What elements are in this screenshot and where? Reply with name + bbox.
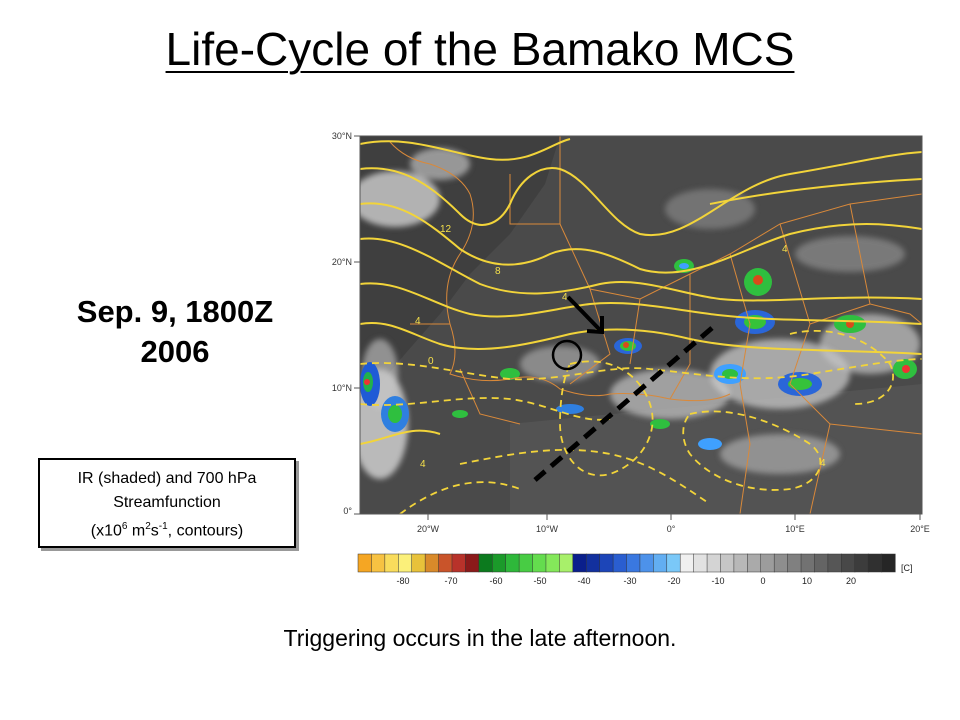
colorbar-swatch — [465, 553, 480, 573]
colorbar-swatch — [532, 553, 547, 573]
colorbar-label: -20 — [667, 576, 680, 586]
colorbar-swatch — [559, 553, 574, 573]
colorbar-label: 10 — [802, 576, 812, 586]
caption-unit-s: s — [150, 522, 159, 540]
bottom-caption: Triggering occurs in the late afternoon. — [283, 625, 677, 651]
lat-label-20n: 20°N — [332, 257, 352, 267]
circle-annotation — [551, 339, 583, 371]
lat-label-0: 0° — [343, 506, 352, 516]
colorbar-swatch — [505, 553, 520, 573]
colorbar-swatch — [653, 553, 668, 573]
caption-line-2: Streamfunction — [113, 494, 221, 511]
caption-exponent-2: 2 — [145, 521, 151, 532]
colorbar-swatch — [384, 553, 399, 573]
lon-label-10e: 10°E — [785, 524, 805, 534]
colorbar-swatch — [827, 553, 842, 573]
colorbar-label: 20 — [846, 576, 856, 586]
colorbar-swatch — [599, 553, 614, 573]
colorbar-swatch — [478, 553, 493, 573]
colorbar-label: -10 — [711, 576, 724, 586]
caption-unit-prefix: (x10 — [90, 522, 122, 540]
contour-label-4d: 4 — [420, 459, 426, 470]
colorbar-swatch — [371, 553, 386, 573]
contour-label-4e: 4 — [820, 458, 826, 469]
colorbar-swatch — [773, 553, 789, 573]
colorbar-swatch — [411, 553, 426, 573]
streamfunction-contours — [360, 138, 922, 445]
colorbar-swatch — [747, 553, 762, 573]
colorbar-label: -50 — [533, 576, 546, 586]
colorbar-swatch — [720, 553, 735, 573]
colorbar-swatch — [639, 553, 654, 573]
date-line-1: Sep. 9, 1800Z — [76, 294, 274, 329]
arrow-annotation — [566, 295, 603, 333]
colorbar-swatch — [518, 553, 534, 573]
lon-label-20e: 20°E — [910, 524, 930, 534]
colorbar-swatch — [398, 553, 413, 573]
colorbar-swatch — [572, 553, 587, 573]
colorbar-swatch — [693, 553, 708, 573]
colorbar-label: -40 — [577, 576, 590, 586]
colorbar-label: 0 — [760, 576, 765, 586]
caption-exponent-1: 6 — [121, 521, 128, 532]
ir-streamfunction-map: 12 8 4 4 0 4 4 4 30°N 20°N 10°N 0° — [310, 124, 950, 594]
lat-label-10n: 10°N — [332, 383, 352, 393]
arrow-head-annotation — [586, 316, 604, 335]
contour-label-0: 0 — [428, 356, 434, 367]
map-ticks — [354, 135, 921, 520]
contour-label-4a: 4 — [562, 292, 568, 303]
colorbar-swatch — [357, 553, 372, 573]
colorbar-swatch — [841, 553, 856, 573]
colorbar-swatch — [814, 553, 829, 573]
colorbar-swatch — [787, 553, 802, 573]
colorbar-swatch — [800, 553, 816, 573]
contour-label-8: 8 — [495, 266, 501, 277]
caption-exponent-3: -1 — [158, 521, 168, 532]
colorbar-label: -80 — [396, 576, 409, 586]
colorbar-swatch — [679, 553, 695, 573]
map-panel: 12 8 4 4 0 4 4 4 — [360, 136, 922, 514]
figure-caption-box: IR (shaded) and 700 hPa Streamfunction (… — [38, 458, 296, 548]
contour-label-12: 12 — [440, 224, 452, 235]
date-label: Sep. 9, 1800Z 2006 — [30, 292, 320, 372]
colorbar-swatch — [706, 553, 722, 573]
slide-title: Life-Cycle of the Bamako MCS — [165, 23, 795, 75]
lon-label-0: 0° — [667, 524, 676, 534]
colorbar-swatch — [854, 553, 869, 573]
colorbar — [357, 553, 896, 573]
colorbar-swatch — [492, 553, 507, 573]
colorbar-swatch — [867, 553, 883, 573]
colorbar-swatch — [545, 553, 560, 573]
colorbar-swatch — [424, 553, 440, 573]
lat-label-30n: 30°N — [332, 131, 352, 141]
colorbar-swatch — [451, 553, 466, 573]
caption-line-1: IR (shaded) and 700 hPa — [77, 470, 257, 487]
colorbar-swatch — [438, 553, 453, 573]
dashed-line-annotation — [533, 326, 714, 482]
colorbar-label: -60 — [489, 576, 502, 586]
colorbar-swatch — [585, 553, 601, 573]
contour-label-4b: 4 — [415, 316, 421, 327]
colorbar-label: -30 — [623, 576, 636, 586]
map-frame — [359, 135, 923, 515]
lon-label-20w: 20°W — [417, 524, 440, 534]
date-line-2: 2006 — [140, 334, 210, 369]
colorbar-label: -70 — [444, 576, 457, 586]
colorbar-swatch — [626, 553, 641, 573]
streamfunction-negative-contours — [360, 330, 922, 514]
colorbar-swatch — [733, 553, 748, 573]
caption-unit-m: m — [127, 522, 146, 540]
colorbar-swatch — [881, 553, 896, 573]
contour-label-4c: 4 — [782, 244, 788, 255]
colorbar-swatch — [666, 553, 681, 573]
map-figure-svg: 12 8 4 4 0 4 4 4 30°N 20°N 10°N 0° — [332, 131, 930, 586]
colorbar-swatch — [612, 553, 628, 573]
colorbar-unit: [C] — [901, 563, 913, 573]
colorbar-swatch — [760, 553, 775, 573]
caption-unit-suffix: , contours) — [167, 522, 244, 540]
colorbar-tick-labels: -80 -70 -60 -50 -40 -30 -20 -10 0 10 20 — [396, 576, 856, 586]
caption-line-3: (x106 m2s-1, contours) — [40, 515, 294, 543]
lon-label-10w: 10°W — [536, 524, 559, 534]
